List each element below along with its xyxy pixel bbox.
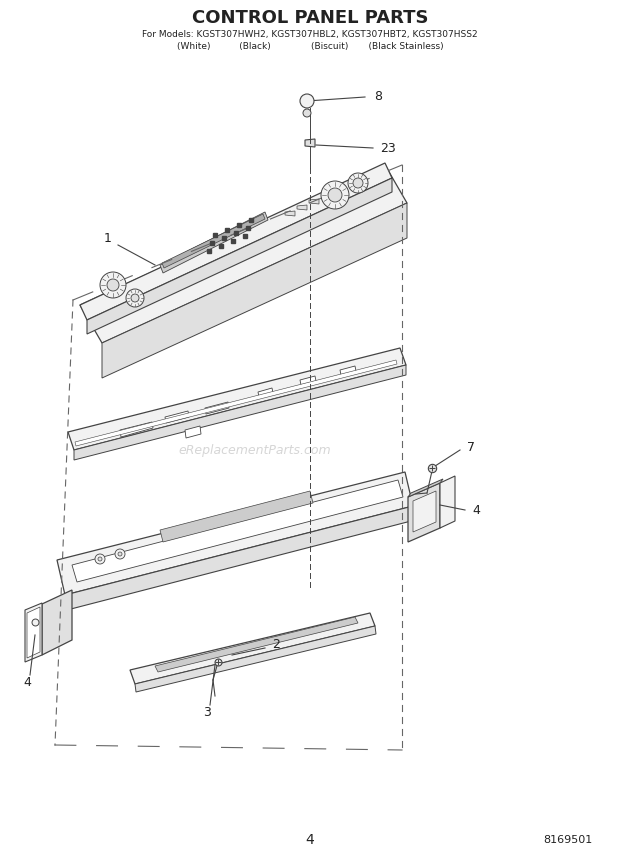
Circle shape	[328, 188, 342, 202]
Polygon shape	[258, 388, 273, 397]
Polygon shape	[160, 212, 268, 273]
Text: 4: 4	[472, 503, 480, 516]
Polygon shape	[165, 411, 189, 423]
Circle shape	[100, 272, 126, 298]
Polygon shape	[305, 139, 315, 147]
Polygon shape	[80, 165, 407, 343]
Polygon shape	[297, 205, 307, 210]
Circle shape	[131, 294, 139, 302]
Text: 8169501: 8169501	[543, 835, 593, 845]
Text: 1: 1	[104, 231, 112, 245]
Circle shape	[118, 552, 122, 556]
Text: 4: 4	[306, 833, 314, 847]
Polygon shape	[87, 178, 392, 334]
Polygon shape	[160, 491, 313, 542]
Polygon shape	[27, 607, 40, 658]
Polygon shape	[300, 376, 316, 385]
Text: 8: 8	[374, 90, 382, 103]
Polygon shape	[25, 603, 42, 662]
Text: CONTROL PANEL PARTS: CONTROL PANEL PARTS	[192, 9, 428, 27]
Polygon shape	[413, 491, 436, 532]
Circle shape	[321, 181, 349, 209]
Text: 2: 2	[272, 639, 280, 651]
Text: 7: 7	[467, 441, 475, 454]
Polygon shape	[102, 203, 407, 378]
Text: For Models: KGST307HWH2, KGST307HBL2, KGST307HBT2, KGST307HSS2: For Models: KGST307HWH2, KGST307HBL2, KG…	[142, 29, 478, 39]
Polygon shape	[65, 506, 415, 610]
Polygon shape	[57, 472, 413, 595]
Text: 4: 4	[23, 675, 31, 688]
Polygon shape	[185, 426, 201, 438]
Circle shape	[300, 94, 314, 108]
Circle shape	[98, 557, 102, 561]
Polygon shape	[135, 626, 376, 692]
Text: eReplacementParts.com: eReplacementParts.com	[179, 443, 331, 456]
Polygon shape	[120, 422, 153, 437]
Circle shape	[348, 173, 368, 193]
Polygon shape	[74, 365, 406, 460]
Circle shape	[353, 178, 363, 188]
Text: (White)          (Black)              (Biscuit)       (Black Stainless): (White) (Black) (Biscuit) (Black Stainle…	[177, 41, 443, 51]
Circle shape	[115, 549, 125, 559]
Polygon shape	[155, 617, 358, 672]
Text: 23: 23	[380, 141, 396, 154]
Polygon shape	[440, 476, 455, 528]
Polygon shape	[285, 211, 295, 216]
Text: 3: 3	[203, 705, 211, 718]
Polygon shape	[309, 199, 319, 204]
Polygon shape	[340, 366, 356, 375]
Polygon shape	[130, 613, 375, 684]
Circle shape	[107, 279, 119, 291]
Polygon shape	[408, 479, 443, 497]
Circle shape	[95, 554, 105, 564]
Polygon shape	[72, 480, 403, 582]
Circle shape	[126, 289, 144, 307]
Polygon shape	[80, 163, 392, 320]
Polygon shape	[205, 402, 229, 414]
Polygon shape	[162, 214, 265, 268]
Polygon shape	[408, 483, 440, 542]
Polygon shape	[68, 348, 406, 450]
Circle shape	[303, 109, 311, 117]
Polygon shape	[75, 360, 397, 446]
Polygon shape	[42, 590, 72, 655]
